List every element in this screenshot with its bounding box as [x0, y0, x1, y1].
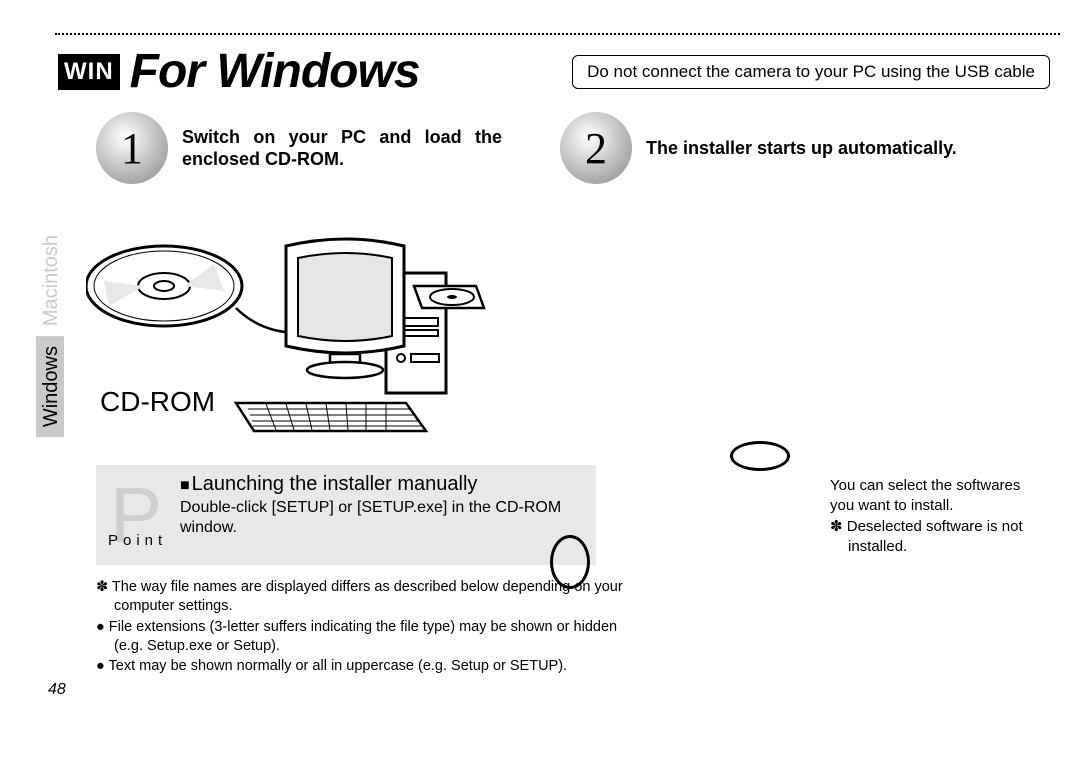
right-note-2: ✽ Deselected software is not installed.: [830, 517, 1040, 556]
point-word: Point: [108, 532, 167, 549]
step-1-text: Switch on your PC and load the enclosed …: [182, 126, 502, 171]
point-box: P Point Launching the installer manually…: [96, 465, 596, 565]
footnote-3: ● Text may be shown normally or all in u…: [96, 657, 626, 676]
point-body: Double-click [SETUP] or [SETUP.exe] in t…: [180, 498, 586, 538]
cdrom-label: CD-ROM: [100, 386, 215, 418]
point-title: Launching the installer manually: [180, 473, 586, 496]
footnote-2: ● File extensions (3-letter suffers indi…: [96, 618, 626, 656]
tab-windows: Windows: [36, 336, 64, 437]
step-2: 2 The installer starts up automatically.: [560, 112, 957, 184]
step-1-number: 1: [96, 112, 168, 184]
point-content: Launching the installer manually Double-…: [176, 465, 596, 565]
warning-note: Do not connect the camera to your PC usi…: [572, 55, 1050, 89]
decorative-ellipse-2: [550, 535, 590, 589]
step-2-text: The installer starts up automatically.: [646, 137, 957, 160]
page-number: 48: [48, 681, 66, 699]
step-2-number: 2: [560, 112, 632, 184]
footnotes: ✽ The way file names are displayed diffe…: [96, 578, 626, 678]
right-note-1: You can select the softwares you want to…: [830, 476, 1040, 515]
win-badge: WIN: [58, 54, 120, 90]
decorative-ellipse-1: [730, 441, 790, 471]
right-notes: You can select the softwares you want to…: [830, 476, 1040, 556]
dotted-divider: [55, 33, 1060, 35]
os-tabs: Macintosh Windows: [36, 225, 64, 437]
point-badge: P Point: [96, 465, 176, 565]
tab-macintosh: Macintosh: [36, 225, 64, 336]
step-1: 1 Switch on your PC and load the enclose…: [96, 112, 502, 184]
footnote-1: ✽ The way file names are displayed diffe…: [96, 578, 626, 616]
header: WIN For Windows Do not connect the camer…: [58, 44, 1050, 99]
page-title: For Windows: [130, 44, 420, 99]
